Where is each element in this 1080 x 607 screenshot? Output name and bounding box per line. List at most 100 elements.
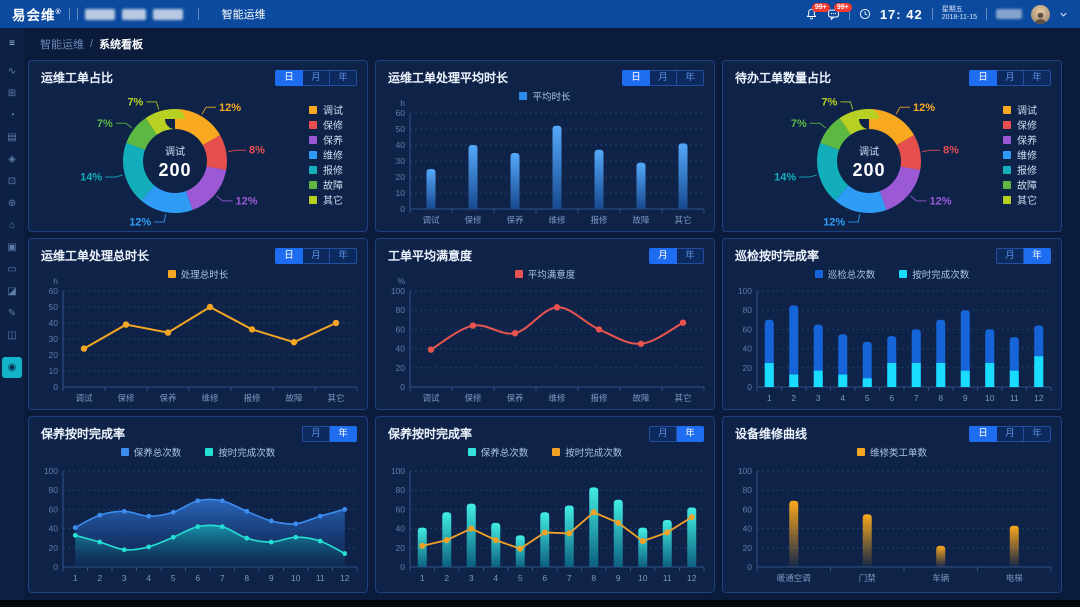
- home-icon[interactable]: ⌂: [8, 220, 16, 231]
- edit-icon[interactable]: ✎: [7, 308, 17, 319]
- nav-item-smart-ops[interactable]: 智能运维: [221, 9, 266, 21]
- legend-item[interactable]: 故障: [309, 177, 343, 192]
- toggle-year[interactable]: 年: [1024, 69, 1051, 86]
- legend-item[interactable]: 保修: [309, 117, 343, 132]
- avatar[interactable]: [1031, 4, 1050, 24]
- toggle-year[interactable]: 年: [1024, 425, 1051, 442]
- legend-item[interactable]: 按时完成次数: [899, 267, 969, 281]
- svg-text:暖通空调: 暖通空调: [777, 573, 811, 583]
- svg-text:4: 4: [146, 573, 151, 583]
- toggle-day[interactable]: 日: [969, 425, 997, 442]
- legend-item[interactable]: 按时完成次数: [552, 445, 622, 459]
- legend-item[interactable]: 故障: [1003, 177, 1037, 192]
- organization-icon[interactable]: ⊕: [7, 198, 17, 209]
- toggle-month[interactable]: 月: [997, 69, 1024, 86]
- toggle-month[interactable]: 月: [302, 425, 330, 442]
- legend-item[interactable]: 调试: [1003, 102, 1037, 117]
- toggle-month[interactable]: 月: [303, 69, 330, 86]
- svg-text:80: 80: [743, 485, 753, 495]
- toggle-year[interactable]: 年: [677, 247, 704, 264]
- toggle-day[interactable]: 日: [275, 247, 303, 264]
- svg-text:7%: 7%: [97, 117, 113, 129]
- svg-text:0: 0: [53, 562, 58, 572]
- toggle-year[interactable]: 年: [330, 247, 357, 264]
- legend-item[interactable]: 维修: [309, 147, 343, 162]
- svg-text:12: 12: [1034, 393, 1044, 403]
- bottom-black-bar: [0, 600, 1080, 607]
- toggle-month[interactable]: 月: [996, 247, 1024, 264]
- legend-item[interactable]: 保养: [1003, 132, 1037, 147]
- toggle-year[interactable]: 年: [677, 425, 704, 442]
- toggle-year[interactable]: 年: [677, 69, 704, 86]
- svg-text:7: 7: [914, 393, 919, 403]
- svg-text:1: 1: [767, 393, 772, 403]
- legend-item[interactable]: 维修类工单数: [856, 445, 927, 459]
- main-content: 智能运维 / 系统看板 运维工单占比日月年 12% 8% 12% 12% 14% 7% 7%…: [24, 28, 1080, 600]
- chart-legend: 维修类工单数: [723, 445, 1061, 459]
- legend-swatch: [1003, 105, 1011, 114]
- media-icon[interactable]: ◪: [7, 286, 17, 297]
- legend-item[interactable]: 维修: [1003, 147, 1037, 162]
- svg-text:30: 30: [396, 156, 406, 166]
- legend-item[interactable]: 报修: [1003, 162, 1037, 177]
- legend-item[interactable]: 调试: [309, 102, 343, 117]
- shield-icon[interactable]: ◈: [8, 154, 16, 165]
- topbar-right: 99+ 99+ 17: 42 星期五 2018-11-15: [805, 2, 1068, 24]
- table-icon[interactable]: ▤: [7, 132, 17, 143]
- menu-collapse-icon[interactable]: ≡: [9, 38, 15, 49]
- messages-button[interactable]: 99+: [827, 2, 852, 21]
- chart-icon[interactable]: ◫: [7, 330, 17, 341]
- toggle-month[interactable]: 月: [649, 425, 677, 442]
- svg-text:电梯: 电梯: [1006, 573, 1024, 583]
- legend-item[interactable]: 其它: [1003, 192, 1037, 207]
- svg-text:100: 100: [391, 466, 405, 476]
- notification-bell-button[interactable]: 99+: [805, 2, 830, 21]
- breadcrumb-parent[interactable]: 智能运维: [40, 39, 84, 51]
- legend-item[interactable]: 处理总时长: [167, 267, 228, 281]
- panel-maintenance-completion-bar: 保养按时完成率月年 0 20 40 60 80 100 1 2 3 4 5 6 7 8 9 10 11 12 保养总…: [375, 416, 715, 593]
- toggle-day[interactable]: 日: [969, 69, 997, 86]
- legend-item[interactable]: 报修: [309, 162, 343, 177]
- svg-text:2: 2: [444, 573, 449, 583]
- toggle-month[interactable]: 月: [303, 247, 330, 264]
- svg-text:保修: 保修: [117, 393, 135, 403]
- toggle-month[interactable]: 月: [649, 247, 677, 264]
- pulse-monitor-icon[interactable]: ∿: [7, 66, 17, 77]
- legend-item[interactable]: 平均满意度: [514, 267, 575, 281]
- legend-item[interactable]: 保养总次数: [120, 445, 181, 459]
- legend-item[interactable]: 保养: [309, 132, 343, 147]
- divider: [76, 8, 78, 20]
- toggle-year[interactable]: 年: [1024, 247, 1051, 264]
- toggle-month[interactable]: 月: [650, 69, 677, 86]
- svg-text:2: 2: [97, 573, 102, 583]
- display-icon[interactable]: ▭: [7, 264, 17, 275]
- bar-chart: 0 10 20 30 40 50 60 调试 保修 保养 维修 报修 故障 其它 h 平均时长: [376, 86, 714, 231]
- legend-item[interactable]: 保修: [1003, 117, 1037, 132]
- legend-item[interactable]: 按时完成次数: [205, 445, 275, 459]
- legend-item[interactable]: 保养总次数: [467, 445, 528, 459]
- svg-text:%: %: [397, 276, 405, 286]
- settings-icon[interactable]: ◉: [2, 357, 22, 378]
- svg-text:11: 11: [663, 573, 672, 583]
- modules-icon[interactable]: ⊞: [7, 88, 17, 99]
- svg-text:调试: 调试: [422, 215, 440, 225]
- svg-text:80: 80: [49, 485, 59, 495]
- legend-item[interactable]: 平均时长: [519, 89, 571, 103]
- svg-text:7%: 7%: [791, 117, 807, 129]
- chevron-down-icon[interactable]: [1059, 10, 1068, 19]
- donut-chart: 12% 8% 12% 12% 14% 7% 7% 调试 200 调试 保修 保养 维修 报修 故障 其它: [29, 86, 367, 231]
- alarm-icon[interactable]: ◔: [8, 110, 16, 121]
- svg-text:保养: 保养: [506, 393, 524, 403]
- toggle-year[interactable]: 年: [330, 69, 357, 86]
- svg-text:200: 200: [852, 160, 885, 180]
- apps-icon[interactable]: ⊡: [7, 176, 17, 187]
- toggle-year[interactable]: 年: [330, 425, 357, 442]
- toggle-day[interactable]: 日: [622, 69, 650, 86]
- legend-item[interactable]: 巡检总次数: [814, 267, 875, 281]
- toggle-month[interactable]: 月: [997, 425, 1024, 442]
- briefcase-icon[interactable]: ▣: [7, 242, 17, 253]
- legend-swatch: [552, 448, 561, 456]
- chart-legend: 调试 保修 保养 维修 报修 故障 其它: [1003, 102, 1037, 207]
- toggle-day[interactable]: 日: [275, 69, 303, 86]
- legend-item[interactable]: 其它: [309, 192, 343, 207]
